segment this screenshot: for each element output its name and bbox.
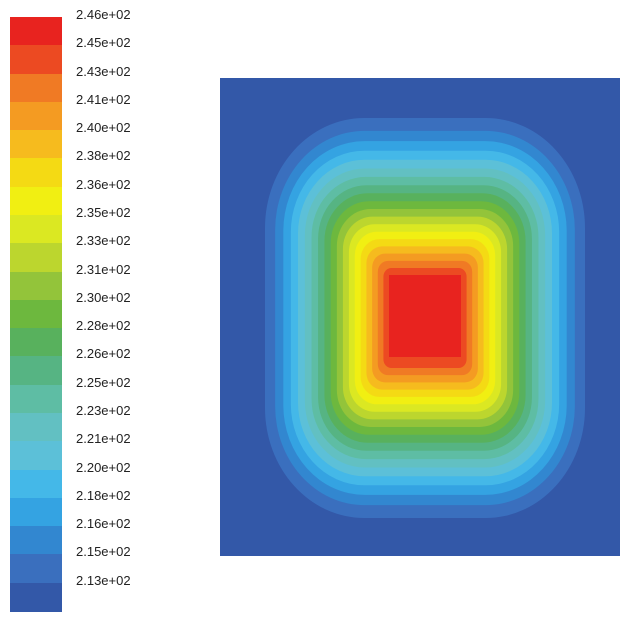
colorbar-swatch (10, 158, 62, 188)
colorbar (10, 17, 62, 612)
colorbar-tick-label: 2.13e+02 (76, 572, 131, 588)
colorbar-tick-label: 2.26e+02 (76, 346, 131, 362)
colorbar-swatch (10, 215, 62, 244)
colorbar-tick-label: 2.36e+02 (76, 176, 131, 192)
colorbar-swatch (10, 526, 62, 556)
colorbar-swatch (10, 497, 62, 527)
colorbar-tick-label: 2.25e+02 (76, 374, 131, 390)
colorbar-swatch (10, 130, 62, 160)
colorbar-tick-label: 2.15e+02 (76, 544, 131, 560)
colorbar-tick-label: 2.35e+02 (76, 205, 131, 220)
colorbar-swatch (10, 45, 62, 75)
colorbar-swatch (10, 413, 62, 442)
colorbar-tick-label: 2.45e+02 (76, 35, 131, 51)
colorbar-tick-label: 2.31e+02 (76, 261, 131, 277)
colorbar-swatch (10, 243, 62, 273)
colorbar-tick-label: 2.43e+02 (76, 63, 131, 79)
colorbar-swatch (10, 469, 62, 499)
colorbar-swatch (10, 271, 62, 301)
colorbar-tick-label: 2.38e+02 (76, 148, 131, 164)
colorbar-swatch (10, 384, 62, 414)
colorbar-tick-label: 2.23e+02 (76, 403, 131, 418)
colorbar-swatch (10, 582, 62, 612)
colorbar-tick-labels: 2.46e+02 2.45e+02 2.43e+02 2.41e+02 2.40e+02… (76, 0, 166, 624)
colorbar-swatch (10, 328, 62, 358)
colorbar-swatch (10, 186, 62, 216)
colorbar-tick-label: 2.21e+02 (76, 431, 131, 447)
colorbar-swatch (10, 17, 62, 46)
heat-source-region (389, 275, 461, 357)
colorbar-swatch (10, 441, 62, 471)
colorbar-swatch (10, 554, 62, 584)
colorbar-tick-label: 2.16e+02 (76, 516, 131, 532)
colorbar-tick-label: 2.33e+02 (76, 233, 131, 249)
colorbar-swatch (10, 299, 62, 329)
colorbar-tick-label: 2.41e+02 (76, 91, 131, 107)
colorbar-swatch (10, 73, 62, 103)
colorbar-swatch (10, 356, 62, 386)
colorbar-tick-label: 2.40e+02 (76, 120, 131, 136)
colorbar-tick-label: 2.46e+02 (76, 7, 131, 22)
colorbar-tick-label: 2.30e+02 (76, 289, 131, 305)
colorbar-tick-label: 2.20e+02 (76, 459, 131, 475)
colorbar-tick-label: 2.28e+02 (76, 318, 131, 334)
colorbar-swatch (10, 101, 62, 131)
contour-plot (220, 78, 620, 556)
colorbar-tick-label: 2.18e+02 (76, 487, 131, 503)
